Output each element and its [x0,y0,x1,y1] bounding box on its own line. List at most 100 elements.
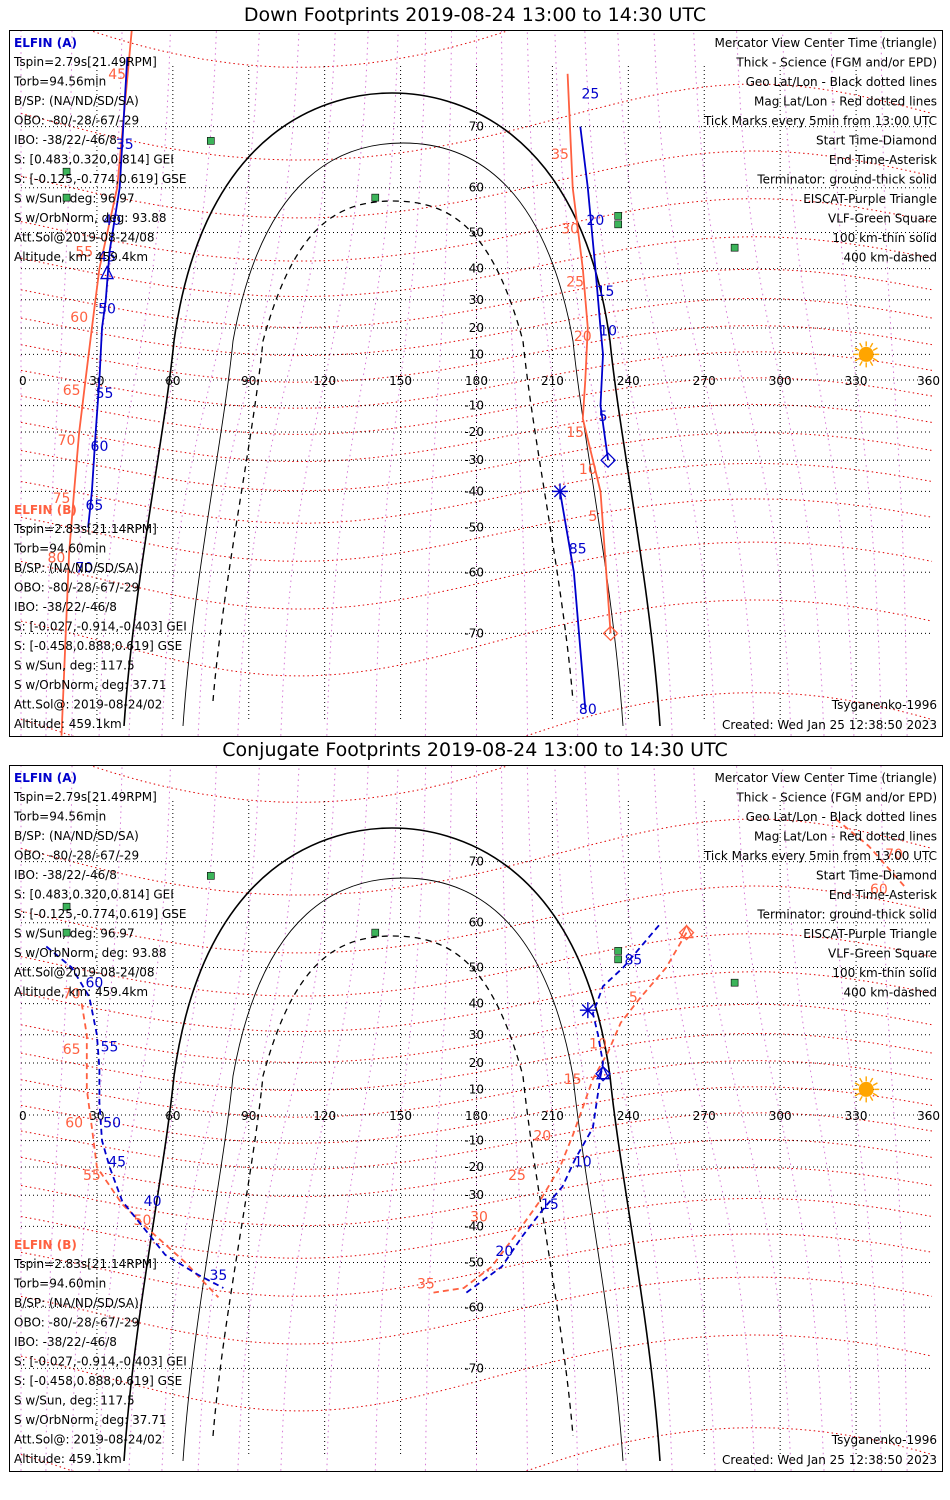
lon-tick-label: 60 [165,374,180,388]
elfin-b-tick-label: 65 [63,1042,81,1058]
altitude-400km-curve [212,935,574,1437]
elfin-b-tick-label: 80 [48,551,66,567]
lon-tick-label: 300 [769,374,792,388]
lat-tick-label: 30 [469,1028,484,1042]
elfin-a-view-triangle [99,265,115,280]
mag-longitude-line [880,24,908,736]
lon-tick-label: 210 [541,1109,564,1123]
down-footprints-map: 0 30 60 90 120 150 180 210 240 270 300 330 360 70 60 50… [13,0,940,798]
legend-item: Thick - Science (FGM and/or EPD) [735,791,937,805]
elfin-a-track [45,945,224,1289]
lat-tick-label: -30 [464,1188,484,1202]
legend-item: VLF-Green Square [828,212,937,226]
mag-latitude-line [20,1003,933,1063]
elfin-b-info-line: Altitude: 459.1km [14,1452,122,1466]
legend-item: Terminator: ground-thick solid [756,908,937,922]
elfin-a-tick-label: 10 [574,1155,592,1171]
lat-tick-label: 10 [469,347,484,361]
sun-ray [854,1092,860,1097]
elfin-a-info-line: Att.Sol@2019-08-24/08 [14,966,155,980]
elfin-b-tick-label: 25 [566,275,584,291]
elfin-a-info-line: S: [0.483,0.320,0.814] GEI [14,153,174,167]
lat-tick-label: -30 [464,453,484,467]
elfin-b-tick-label: 65 [63,383,81,399]
elfin-b-info-line: S w/Sun, deg: 117.5 [14,659,135,673]
elfin-a-info-line: IBO: -38/22/-46/8 [14,133,117,147]
sun-ray [854,357,860,362]
legend-item: Mercator View Center Time (triangle) [715,36,937,50]
elfin-b-info-line: B/SP: (NA/ND/SD/SA) [14,561,139,575]
elfin-a-info-line: OBO: -80/-28/-67/-29 [14,849,139,863]
created-timestamp: Created: Wed Jan 25 12:38:50 2023 [722,718,937,732]
elfin-b-view-triangle [679,924,694,939]
elfin-a-tick-label: 25 [581,87,599,103]
elfin-b-name: ELFIN (B) [14,503,77,517]
elfin-a-tick-label: 85 [569,542,587,558]
sun-ray [854,1082,860,1086]
elfin-b-tick-label: 10 [579,462,597,478]
elfin-b-tick-label: 60 [65,1116,83,1132]
elfin-a-info-line: S: [-0.125,-0.774,0.619] GSE [14,172,187,186]
elfin-b-start-diamond [602,625,619,642]
vlf-station-square [614,212,623,220]
elfin-a-view-triangle [595,1065,611,1080]
mag-longitude-line [98,759,172,1471]
elfin-a-track [559,491,587,709]
lon-tick-label: 180 [465,374,488,388]
elfin-a-info-line: Altitude, km: 459.4km [14,250,148,264]
vlf-station-square [62,167,71,176]
sun-ray [869,342,874,348]
lon-tick-label: 360 [917,1109,940,1123]
elfin-b-tick-label: 45 [108,67,126,83]
mag-longitude-line [735,759,825,1471]
mag-longitude-line [584,24,673,736]
elfin-b-tick-label: 15 [564,1072,582,1088]
elfin-b-info-line: Tspin=2.83s[21.14RPM] [13,522,157,536]
elfin-b-tick-label: 55 [75,244,93,260]
mag-longitude-line [128,759,218,1471]
elfin-b-track [80,1003,220,1299]
sun-ray [859,1077,863,1083]
elfin-b-info-line: S w/OrbNorm, deg: 37.71 [14,1413,166,1427]
mag-longitude-line [424,759,453,1471]
vlf-station-square [614,955,623,964]
lat-tick-label: -60 [464,1300,484,1314]
elfin-b-info-line: S: [-0.027,-0.914,-0.403] GEI [14,1355,187,1369]
lat-tick-label: -70 [464,1361,484,1375]
elfin-b-tick-label: 30 [470,1210,488,1226]
lon-tick-label: 360 [917,374,940,388]
lat-tick-label: 70 [469,855,484,869]
legend-item: Geo Lat/Lon - Black dotted lines [746,810,937,824]
lon-tick-label: 60 [165,1109,180,1123]
elfin-a-info-line: Tspin=2.79s[21.49RPM] [13,790,157,804]
mag-longitude-line [424,24,453,736]
sun-ray [872,1082,878,1086]
elfin-a-track [465,1076,602,1294]
legend-item: EISCAT-Purple Triangle [803,927,937,941]
lon-tick-label: 0 [19,1109,27,1123]
lat-tick-label: -40 [464,484,484,498]
elfin-a-tick-label: 40 [103,213,121,229]
lon-tick-label: 30 [89,374,104,388]
elfin-b-tick-label: 35 [417,1277,435,1293]
lat-tick-label: 30 [469,293,484,307]
elfin-b-tick-label: 35 [551,147,569,163]
vlf-station-square [62,928,71,937]
lon-tick-label: 330 [845,374,868,388]
elfin-a-info-line: B/SP: (NA/ND/SD/SA) [14,94,139,108]
lon-tick-label: 120 [313,374,336,388]
model-credit: Tsyganenko-1996 [831,698,937,712]
elfin-a-info-line: S w/Sun, deg: 96.97 [14,927,135,941]
lon-tick-label: 120 [313,1109,336,1123]
mag-longitude-line [781,759,855,1471]
legend-item: 100 km-thin solid [832,966,937,980]
elfin-a-tick-label: 45 [108,1155,126,1171]
elfin-b-tick-label: 55 [83,1168,101,1184]
mag-longitude-line [500,24,529,736]
lat-tick-label: 40 [469,997,484,1011]
lon-tick-label: 270 [693,374,716,388]
lat-tick-label: -60 [464,565,484,579]
model-credit: Tsyganenko-1996 [831,1433,937,1447]
elfin-b-tick-label: 60 [870,882,888,898]
elfin-a-tick-label: 55 [101,1039,119,1055]
